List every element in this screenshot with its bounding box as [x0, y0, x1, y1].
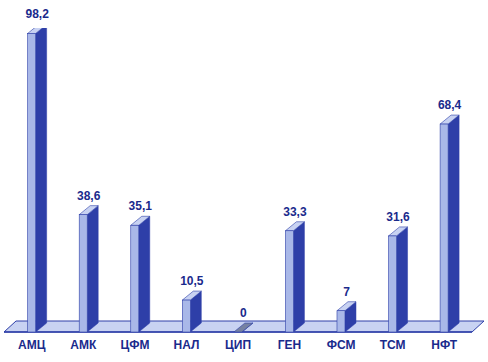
svg-text:0: 0	[240, 306, 247, 320]
svg-text:ТСМ: ТСМ	[380, 338, 406, 352]
svg-text:ЦФМ: ЦФМ	[120, 338, 149, 352]
svg-text:АМЦ: АМЦ	[18, 338, 46, 352]
svg-text:31,6: 31,6	[386, 210, 410, 224]
svg-text:НАЛ: НАЛ	[173, 338, 199, 352]
svg-text:38,6: 38,6	[77, 189, 101, 203]
svg-text:ФСМ: ФСМ	[327, 338, 356, 352]
svg-text:АМК: АМК	[70, 338, 97, 352]
svg-text:33,3: 33,3	[283, 205, 307, 219]
svg-text:НФТ: НФТ	[431, 338, 457, 352]
svg-text:35,1: 35,1	[129, 199, 153, 213]
svg-text:68,4: 68,4	[438, 98, 462, 112]
svg-text:ЦИП: ЦИП	[225, 338, 251, 352]
svg-text:7: 7	[343, 285, 350, 299]
svg-text:ГЕН: ГЕН	[278, 338, 301, 352]
svg-text:10,5: 10,5	[180, 274, 204, 288]
svg-text:98,2: 98,2	[25, 7, 49, 21]
